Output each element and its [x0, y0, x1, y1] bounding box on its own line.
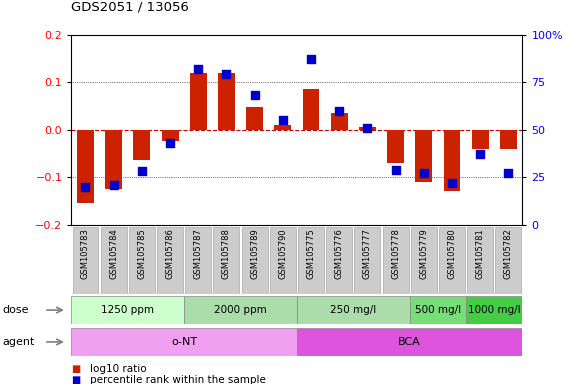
Text: ■: ■ [71, 375, 81, 384]
Bar [162, 130, 179, 141]
Bar [467, 227, 493, 294]
Point [448, 180, 457, 186]
Text: GSM105775: GSM105775 [307, 228, 316, 279]
Bar [383, 227, 409, 294]
Bar [270, 227, 296, 294]
Bar [298, 227, 324, 294]
Text: log10 ratio: log10 ratio [90, 364, 146, 374]
Text: GSM105784: GSM105784 [109, 228, 118, 279]
Text: GSM105787: GSM105787 [194, 228, 203, 280]
Bar [71, 296, 184, 324]
Point [250, 92, 259, 98]
Bar [331, 113, 348, 130]
Point [81, 184, 90, 190]
Bar [214, 227, 239, 294]
Text: GSM105785: GSM105785 [138, 228, 146, 279]
Text: 250 mg/l: 250 mg/l [330, 305, 376, 315]
Point [222, 71, 231, 78]
Text: GSM105789: GSM105789 [250, 228, 259, 279]
Text: percentile rank within the sample: percentile rank within the sample [90, 375, 266, 384]
Text: dose: dose [3, 305, 29, 315]
Bar [410, 296, 466, 324]
Bar [415, 130, 432, 182]
Point [391, 166, 400, 172]
Point [109, 182, 118, 188]
Bar [73, 227, 98, 294]
Text: GSM105778: GSM105778 [391, 228, 400, 280]
Point [476, 151, 485, 157]
Bar [359, 127, 376, 130]
Bar [129, 227, 155, 294]
Text: GSM105780: GSM105780 [448, 228, 456, 279]
Text: GDS2051 / 13056: GDS2051 / 13056 [71, 0, 189, 13]
Bar [355, 227, 380, 294]
Text: GSM105783: GSM105783 [81, 228, 90, 280]
Text: agent: agent [3, 337, 35, 347]
Point [137, 168, 146, 174]
Bar [439, 227, 465, 294]
Text: GSM105777: GSM105777 [363, 228, 372, 280]
Bar [297, 328, 522, 356]
Bar [466, 296, 522, 324]
Bar [190, 73, 207, 130]
Text: o-NT: o-NT [171, 337, 197, 347]
Point [419, 170, 428, 176]
Bar [387, 130, 404, 163]
Bar [472, 130, 489, 149]
Bar [500, 130, 517, 149]
Text: GSM105782: GSM105782 [504, 228, 513, 279]
Bar [274, 125, 291, 130]
Point [278, 117, 287, 123]
Bar [184, 296, 297, 324]
Text: 500 mg/l: 500 mg/l [415, 305, 461, 315]
Bar [100, 227, 127, 294]
Point [363, 125, 372, 131]
Bar [134, 130, 150, 161]
Bar [246, 107, 263, 130]
Text: 1000 mg/l: 1000 mg/l [468, 305, 521, 315]
Bar [242, 227, 268, 294]
Point [504, 170, 513, 176]
Text: GSM105786: GSM105786 [166, 228, 175, 280]
Text: 1250 ppm: 1250 ppm [101, 305, 154, 315]
Text: ■: ■ [71, 364, 81, 374]
Bar [71, 328, 297, 356]
Bar [218, 73, 235, 130]
Bar [303, 89, 320, 130]
Bar [496, 227, 521, 294]
Text: GSM105790: GSM105790 [278, 228, 287, 279]
Bar [411, 227, 437, 294]
Bar [185, 227, 211, 294]
Bar [297, 296, 410, 324]
Point [194, 66, 203, 72]
Bar [326, 227, 352, 294]
Bar [444, 130, 460, 191]
Point [307, 56, 316, 62]
Text: 2000 ppm: 2000 ppm [214, 305, 267, 315]
Text: GSM105788: GSM105788 [222, 228, 231, 280]
Bar [157, 227, 183, 294]
Text: GSM105781: GSM105781 [476, 228, 485, 279]
Text: BCA: BCA [399, 337, 421, 347]
Point [166, 140, 175, 146]
Point [335, 108, 344, 114]
Bar [105, 130, 122, 189]
Bar [77, 130, 94, 203]
Text: GSM105779: GSM105779 [419, 228, 428, 279]
Text: GSM105776: GSM105776 [335, 228, 344, 280]
